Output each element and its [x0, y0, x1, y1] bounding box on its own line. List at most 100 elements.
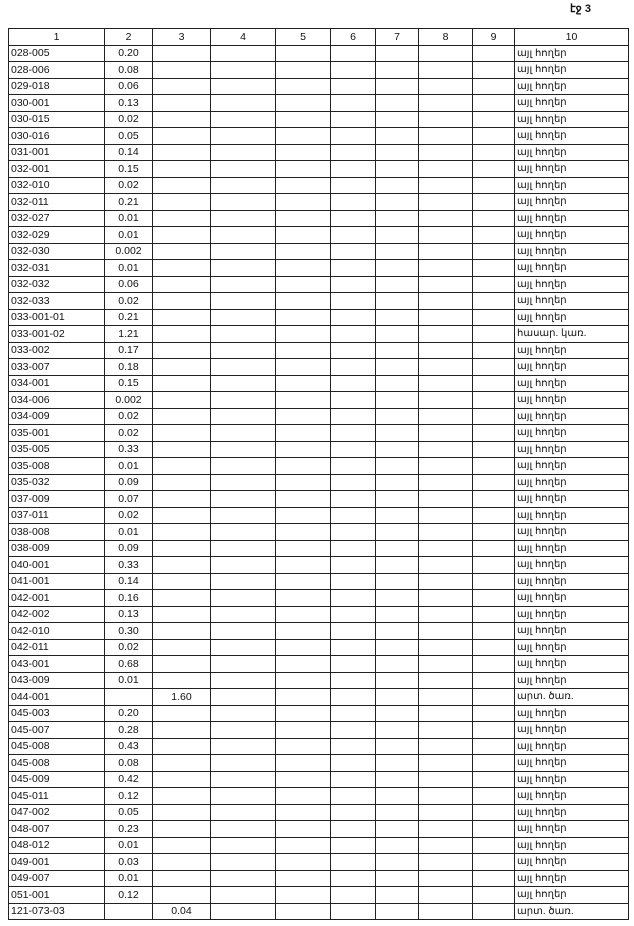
empty-cell	[330, 589, 376, 607]
cell-col-10: այլ հողեր	[514, 292, 629, 310]
empty-cell	[275, 655, 331, 673]
empty-cell	[210, 209, 276, 227]
table-row: 038-009 0.09 այլ հողեր	[8, 539, 629, 557]
empty-cell	[375, 44, 419, 62]
cell-col-3	[152, 539, 211, 557]
table-row: 043-009 0.01 այլ հողեր	[8, 671, 629, 689]
empty-cell	[375, 440, 419, 458]
empty-cell	[330, 836, 376, 854]
empty-cell	[472, 341, 515, 359]
empty-cell	[330, 193, 376, 211]
cell-col-10: այլ հողեր	[514, 605, 629, 623]
empty-cell	[275, 869, 331, 887]
empty-cell	[418, 440, 473, 458]
empty-cell	[330, 259, 376, 277]
cell-col-1: 038-009	[8, 539, 105, 557]
column-header-6: 6	[330, 28, 376, 46]
empty-cell	[375, 770, 419, 788]
table-row: 034-009 0.02 այլ հողեր	[8, 407, 629, 425]
cell-col-2: 0.01	[104, 836, 153, 854]
cell-col-1: 033-002	[8, 341, 105, 359]
table-row: 042-002 0.13 այլ հողեր	[8, 605, 629, 623]
empty-cell	[275, 770, 331, 788]
column-header-9: 9	[472, 28, 515, 46]
cell-col-1: 041-001	[8, 572, 105, 590]
table-row: 030-015 0.02 այլ հողեր	[8, 110, 629, 128]
empty-cell	[275, 358, 331, 376]
cell-col-10: այլ հողեր	[514, 209, 629, 227]
empty-cell	[472, 506, 515, 524]
empty-cell	[330, 374, 376, 392]
empty-cell	[330, 886, 376, 904]
table-row: 030-001 0.13 այլ հողեր	[8, 94, 629, 112]
empty-cell	[275, 589, 331, 607]
empty-cell	[375, 424, 419, 442]
cell-col-1: 028-005	[8, 44, 105, 62]
empty-cell	[210, 358, 276, 376]
empty-cell	[375, 374, 419, 392]
table-row: 045-008 0.08 այլ հողեր	[8, 754, 629, 772]
empty-cell	[210, 226, 276, 244]
empty-cell	[418, 737, 473, 755]
empty-cell	[418, 671, 473, 689]
empty-cell	[275, 424, 331, 442]
empty-cell	[275, 193, 331, 211]
cell-col-1: 032-033	[8, 292, 105, 310]
empty-cell	[330, 605, 376, 623]
cell-col-1: 033-001-01	[8, 308, 105, 326]
cell-col-2	[104, 688, 153, 706]
empty-cell	[210, 770, 276, 788]
empty-cell	[330, 754, 376, 772]
empty-cell	[330, 94, 376, 112]
empty-cell	[330, 704, 376, 722]
cell-col-3	[152, 638, 211, 656]
empty-cell	[472, 143, 515, 161]
empty-cell	[330, 391, 376, 409]
empty-cell	[472, 605, 515, 623]
empty-cell	[275, 308, 331, 326]
empty-cell	[330, 226, 376, 244]
empty-cell	[330, 523, 376, 541]
empty-cell	[375, 61, 419, 79]
cell-col-2: 0.01	[104, 869, 153, 887]
empty-cell	[375, 490, 419, 508]
empty-cell	[472, 721, 515, 739]
cell-col-2: 1.21	[104, 325, 153, 343]
column-header-8: 8	[418, 28, 473, 46]
empty-cell	[375, 226, 419, 244]
cell-col-1: 045-003	[8, 704, 105, 722]
cell-col-1: 045-011	[8, 787, 105, 805]
empty-cell	[375, 209, 419, 227]
empty-cell	[330, 424, 376, 442]
table-row: 032-029 0.01 այլ հողեր	[8, 226, 629, 244]
cell-col-2: 0.43	[104, 737, 153, 755]
cell-col-10: այլ հողեր	[514, 589, 629, 607]
empty-cell	[472, 770, 515, 788]
empty-cell	[472, 176, 515, 194]
empty-cell	[472, 820, 515, 838]
cell-col-2: 0.16	[104, 589, 153, 607]
empty-cell	[375, 407, 419, 425]
column-header-4: 4	[210, 28, 276, 46]
empty-cell	[472, 853, 515, 871]
cell-col-2	[104, 902, 153, 920]
cell-col-3	[152, 523, 211, 541]
empty-cell	[418, 94, 473, 112]
empty-cell	[418, 226, 473, 244]
empty-cell	[418, 374, 473, 392]
empty-cell	[275, 473, 331, 491]
cell-col-3	[152, 242, 211, 260]
cell-col-10: այլ հողեր	[514, 391, 629, 409]
empty-cell	[375, 308, 419, 326]
empty-cell	[275, 622, 331, 640]
cell-col-2: 0.06	[104, 275, 153, 293]
empty-cell	[375, 737, 419, 755]
empty-cell	[330, 572, 376, 590]
cell-col-10: այլ հողեր	[514, 770, 629, 788]
table-row: 032-033 0.02 այլ հողեր	[8, 292, 629, 310]
empty-cell	[330, 44, 376, 62]
cell-col-3	[152, 325, 211, 343]
empty-cell	[375, 721, 419, 739]
empty-cell	[330, 737, 376, 755]
empty-cell	[472, 407, 515, 425]
